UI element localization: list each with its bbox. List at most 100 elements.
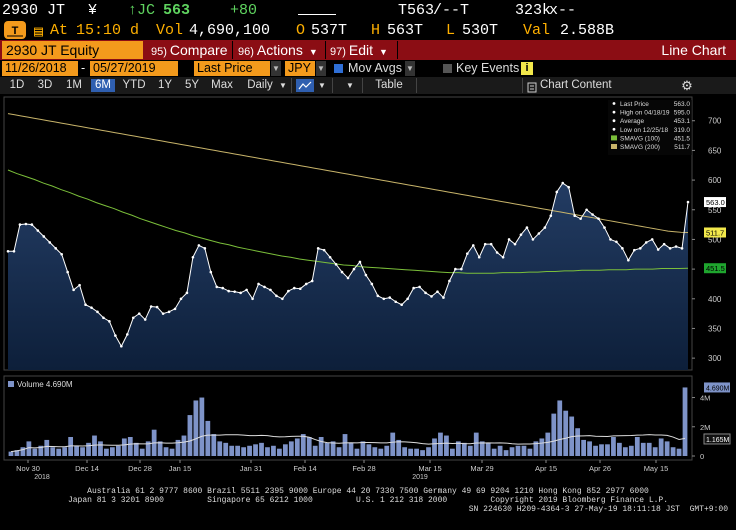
period-1d[interactable]: 1D <box>9 79 25 91</box>
volume-tag-label: 4.690M <box>706 385 730 392</box>
period-6m[interactable]: 6M <box>91 79 115 92</box>
price-tag-label: 563.0 <box>706 198 725 207</box>
currency-symbol: ¥ <box>88 2 98 19</box>
price-point <box>662 242 666 246</box>
price-point <box>173 307 177 311</box>
frequency-select[interactable]: Daily <box>247 79 273 91</box>
volume-bar <box>557 400 563 456</box>
price-point <box>436 290 439 293</box>
period-toolbar <box>0 77 736 94</box>
price-point <box>203 247 207 250</box>
legend-marker <box>612 119 616 123</box>
price-point <box>454 267 457 271</box>
key-events-checkbox[interactable] <box>443 64 452 73</box>
volume-bar <box>444 435 449 456</box>
end-date-field[interactable]: 05/27/2019 <box>90 61 178 76</box>
period-max[interactable]: Max <box>211 79 233 91</box>
gear-icon[interactable]: ⚙ <box>681 78 693 93</box>
volume-bar <box>175 439 181 456</box>
table-button[interactable]: Table <box>375 79 403 91</box>
volume-bar <box>551 413 557 456</box>
volume-bar <box>461 442 467 456</box>
volume-bar <box>420 450 425 456</box>
chevron-down-icon[interactable]: ▼ <box>316 61 326 76</box>
price-point <box>656 248 660 251</box>
x-tick-label: Feb 14 <box>293 464 316 473</box>
price-point <box>627 258 630 262</box>
edit-num: 97) <box>330 46 346 58</box>
price-point <box>102 316 105 320</box>
volume-bar <box>575 428 581 456</box>
price-point <box>108 320 111 323</box>
field-select[interactable]: Last Price <box>194 61 270 76</box>
y-tick-label: 700 <box>708 117 722 126</box>
open-value: 537T <box>311 22 348 39</box>
toolbar-divider <box>291 78 292 93</box>
quote-line-2: T ▤ At 15:10 d Vol 4,690,100 O 537T H 56… <box>0 21 736 41</box>
chart-content-button[interactable]: Chart Content <box>540 79 612 91</box>
currency-select[interactable]: JPY <box>285 61 315 76</box>
volume-bar <box>62 447 68 456</box>
price-point <box>543 226 547 229</box>
price-point <box>364 273 368 277</box>
price-point <box>84 303 87 307</box>
period-ytd[interactable]: YTD <box>122 79 146 91</box>
legend-swatch <box>611 135 617 141</box>
period-5y[interactable]: 5Y <box>184 79 200 91</box>
legend-value: 511.7 <box>674 144 690 151</box>
price-point <box>328 255 332 259</box>
period-1y[interactable]: 1Y <box>157 79 173 91</box>
price-point <box>644 241 648 244</box>
price-point <box>406 297 409 301</box>
period-3d[interactable]: 3D <box>37 79 53 91</box>
volume-bar <box>133 442 139 456</box>
menu-divider <box>325 41 326 59</box>
compare-button[interactable]: 95) Compare <box>151 41 228 59</box>
footer-line-3: SN 224630 H209-4364-3 27-May-19 18:11:18… <box>468 505 728 514</box>
volume-ma-line <box>10 434 686 453</box>
y-tick-label: 550 <box>708 206 722 215</box>
toolbar-divider <box>362 78 363 93</box>
price-point <box>233 290 236 293</box>
start-date-field[interactable]: 11/26/2018 <box>2 61 78 76</box>
compare-label: Compare <box>169 42 228 58</box>
volume-bar <box>527 448 533 456</box>
volume-bar <box>86 442 91 456</box>
volume-bar <box>652 447 658 456</box>
chevron-down-icon[interactable]: ▼ <box>405 61 415 76</box>
volume-bar <box>390 432 396 456</box>
chart-content-icon[interactable] <box>527 80 537 93</box>
price-point <box>251 297 254 301</box>
volume-bar <box>563 410 569 456</box>
price-point <box>442 296 445 299</box>
chevron-down-icon[interactable]: ▼ <box>271 61 281 76</box>
spark-line-icon <box>298 14 336 15</box>
price-point <box>72 288 75 292</box>
price-point <box>603 226 606 229</box>
actions-num: 96) <box>238 46 254 58</box>
chevron-down-icon[interactable]: ▼ <box>279 81 287 90</box>
price-point <box>48 241 52 244</box>
function-bar <box>0 40 736 60</box>
actions-button[interactable]: 96) Actions ▼ <box>238 41 318 59</box>
mov-avgs-checkbox[interactable] <box>334 64 343 73</box>
volume-panel-frame <box>3 375 693 461</box>
footer-line-2: Japan 81 3 3201 8900 Singapore 65 6212 1… <box>67 496 669 505</box>
info-icon[interactable]: i <box>521 62 533 75</box>
toolbar-divider <box>522 78 523 93</box>
last-price: 563 <box>163 2 191 19</box>
line-chart-icon[interactable] <box>296 79 314 92</box>
news-alert-icon[interactable]: T <box>4 21 26 39</box>
volume-bar <box>497 445 503 456</box>
chevron-down-icon[interactable]: ▼ <box>318 81 326 90</box>
security-field[interactable]: 2930 JT Equity <box>2 41 143 59</box>
price-point <box>120 344 123 348</box>
period-1m[interactable]: 1M <box>66 79 82 91</box>
volume-bar <box>300 434 306 456</box>
volume-bar <box>288 441 294 456</box>
volume-bar <box>282 444 288 456</box>
chevron-down-icon[interactable]: ▼ <box>346 81 354 90</box>
volume-bar <box>277 448 282 456</box>
edit-button[interactable]: 97) Edit ▼ <box>330 41 388 59</box>
